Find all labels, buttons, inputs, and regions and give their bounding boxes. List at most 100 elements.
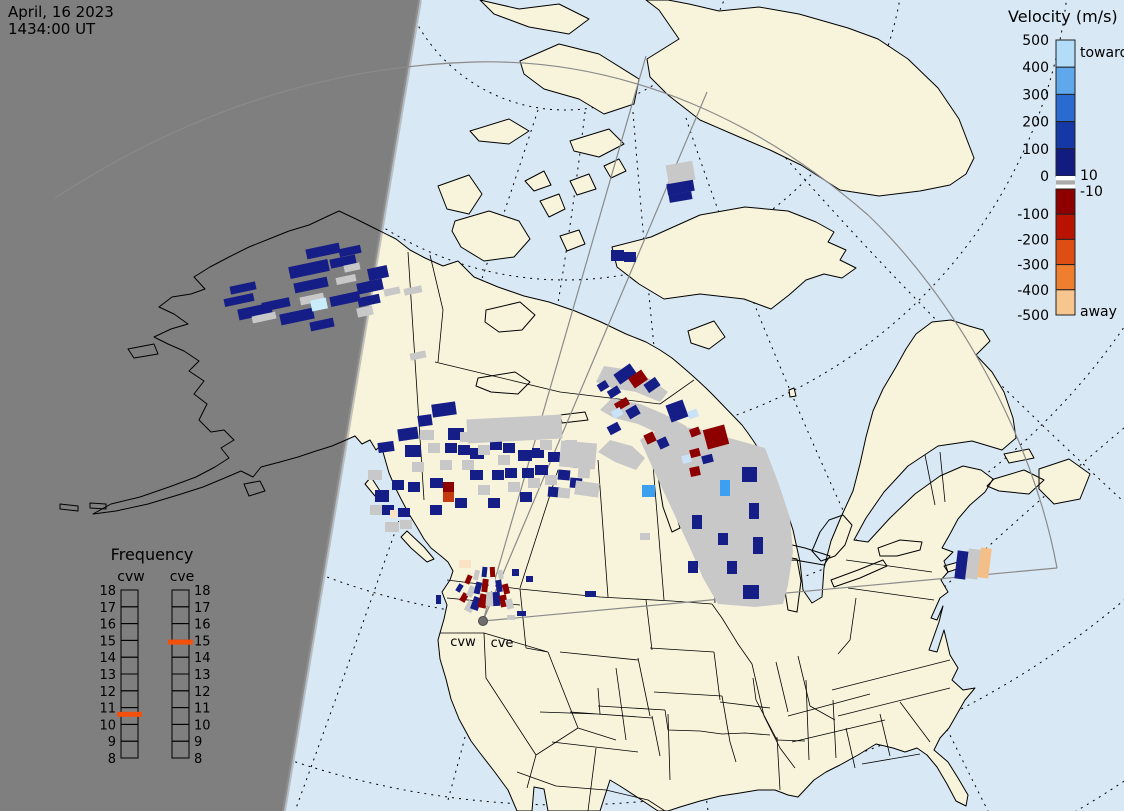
data-cell-alaska <box>366 265 390 281</box>
data-cell-bc <box>370 505 382 515</box>
data-cell-alaska <box>335 273 357 286</box>
data-cell-bc <box>488 498 500 508</box>
data-cell-fan <box>466 585 476 598</box>
velocity-segment <box>1055 121 1076 150</box>
data-cell-central <box>688 561 698 573</box>
frequency-tick: 10 <box>99 718 116 733</box>
date-stamp: April, 16 2023 1434:00 UT <box>8 3 114 38</box>
data-cell-central <box>643 376 661 394</box>
data-cell-alaska <box>357 293 381 308</box>
data-cell-fan <box>489 566 496 578</box>
data-cell-bc <box>574 480 600 498</box>
data-cell-fan <box>585 591 596 597</box>
data-cell-bc <box>390 510 397 518</box>
data-cell-bc <box>412 462 424 472</box>
data-cell-central <box>686 408 700 420</box>
velocity-segment <box>1055 289 1076 316</box>
data-cell-bc <box>443 482 454 492</box>
data-cell-alaska <box>305 242 341 260</box>
data-cell-central <box>625 404 641 420</box>
data-cell-bc <box>577 467 591 479</box>
velocity-segment <box>1055 188 1076 215</box>
data-cell-bc <box>547 486 561 498</box>
data-cell-alaska <box>279 307 315 326</box>
data-cell-alaska <box>309 317 335 332</box>
data-cell-central <box>689 447 701 459</box>
frequency-ladder-cell <box>120 740 139 759</box>
data-cell-bc <box>408 482 420 492</box>
data-cell-alaska <box>288 258 330 280</box>
data-cell-fan <box>504 598 515 610</box>
data-cell-bc <box>462 460 474 470</box>
data-cell-central <box>720 480 730 496</box>
data-cell-fan <box>501 583 511 595</box>
data-cell-alaska <box>299 292 325 306</box>
data-cell-alaska <box>251 311 277 324</box>
data-cell-bc <box>460 432 472 442</box>
terminator-edge <box>282 0 422 811</box>
frequency-tick: 17 <box>194 601 211 616</box>
data-cell-bc <box>540 440 552 450</box>
data-cell-fan <box>464 574 473 585</box>
data-cell-bc <box>368 470 382 480</box>
data-cell-alaska <box>229 281 257 295</box>
data-cell-bc <box>440 460 452 470</box>
frequency-legend: Frequency cvw cve 1817161514131211109818… <box>99 545 210 767</box>
velocity-segment <box>1055 93 1076 123</box>
data-cell-fan <box>497 569 504 580</box>
velocity-neutral-band <box>1056 176 1075 181</box>
data-cell-arctic <box>665 160 696 185</box>
frequency-marker <box>168 639 193 645</box>
data-cell-bc <box>505 468 517 478</box>
data-cell-central <box>610 407 624 419</box>
data-cell-bc <box>492 470 504 480</box>
velocity-segment <box>1055 213 1076 240</box>
data-cell-central <box>688 426 702 438</box>
data-cell-alaska <box>293 276 329 294</box>
data-cell-central <box>742 467 757 482</box>
velocity-segment <box>1055 66 1076 95</box>
data-cell-central <box>718 533 728 545</box>
data-cell-central <box>665 399 689 423</box>
data-cell-east <box>954 550 969 580</box>
data-cell-fan <box>459 592 469 603</box>
data-cell-fan <box>512 569 519 576</box>
data-cell-alaska <box>356 278 384 295</box>
frequency-col-cve: cve <box>170 569 195 585</box>
data-cell-central <box>613 397 631 411</box>
velocity-tick: 400 <box>1022 60 1049 76</box>
velocity-tick: -300 <box>1017 258 1049 274</box>
data-cell-central <box>606 385 622 399</box>
velocity-neutral-band <box>1056 184 1075 189</box>
frequency-title: Frequency <box>111 545 194 564</box>
data-cell-alaska <box>338 244 362 258</box>
data-cell-bc <box>478 445 490 455</box>
data-cell-alaska <box>310 297 328 312</box>
data-cell-bc <box>520 492 532 502</box>
data-cell-east <box>965 548 981 580</box>
data-cell-central <box>743 585 759 599</box>
data-cell-fan <box>455 583 464 593</box>
data-cell-bc <box>478 485 490 495</box>
data-cell-central <box>656 436 670 450</box>
data-cell-central <box>628 369 648 389</box>
frequency-tick: 14 <box>99 651 116 666</box>
velocity-tick: 10 <box>1080 168 1098 184</box>
data-cell-central <box>701 453 714 465</box>
velocity-segment <box>1055 39 1076 68</box>
data-cell-bc <box>405 445 421 457</box>
data-cell-bc <box>377 440 395 454</box>
velocity-tick: 0 <box>1040 169 1049 185</box>
frequency-tick: 9 <box>194 735 202 750</box>
data-cell-fan <box>459 560 471 568</box>
frequency-tick: 15 <box>194 634 211 649</box>
data-cell-fan <box>436 595 441 604</box>
data-cell-bc <box>398 508 410 517</box>
data-cell-central <box>702 424 730 450</box>
data-cell-central <box>606 421 622 436</box>
velocity-tick: 300 <box>1022 87 1049 103</box>
frequency-tick: 17 <box>99 601 116 616</box>
frequency-col-cvw: cvw <box>117 569 144 585</box>
data-cell-bc <box>557 469 571 481</box>
